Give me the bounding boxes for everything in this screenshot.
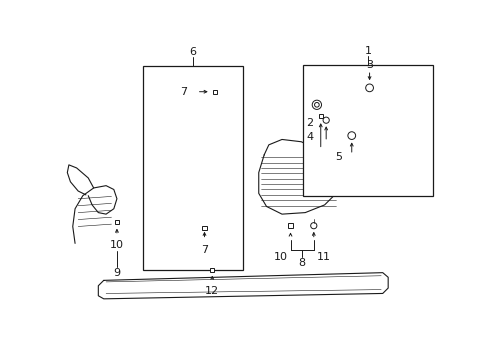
Bar — [202, 226, 206, 230]
Text: 7: 7 — [180, 87, 187, 97]
Polygon shape — [98, 273, 387, 299]
Polygon shape — [183, 178, 241, 219]
Text: 6: 6 — [189, 48, 196, 58]
Text: 4: 4 — [305, 132, 312, 142]
Text: 3: 3 — [366, 60, 372, 70]
Polygon shape — [310, 76, 426, 151]
Text: 7: 7 — [201, 244, 207, 255]
Bar — [115, 220, 119, 224]
Text: 10: 10 — [110, 240, 123, 250]
Text: 10: 10 — [274, 252, 287, 262]
Bar — [212, 90, 216, 94]
Text: 11: 11 — [316, 252, 330, 262]
Bar — [142, 66, 243, 270]
Bar — [287, 223, 292, 228]
Text: 2: 2 — [305, 118, 312, 128]
Bar — [302, 65, 432, 195]
Polygon shape — [258, 139, 338, 214]
Text: 5: 5 — [334, 152, 342, 162]
Text: 12: 12 — [205, 286, 219, 296]
Polygon shape — [191, 93, 231, 163]
Bar — [210, 267, 214, 271]
Text: 8: 8 — [298, 258, 305, 267]
Polygon shape — [307, 93, 327, 115]
Bar — [318, 114, 322, 118]
Text: 9: 9 — [113, 267, 120, 278]
Polygon shape — [219, 76, 241, 99]
Text: 1: 1 — [364, 46, 371, 56]
